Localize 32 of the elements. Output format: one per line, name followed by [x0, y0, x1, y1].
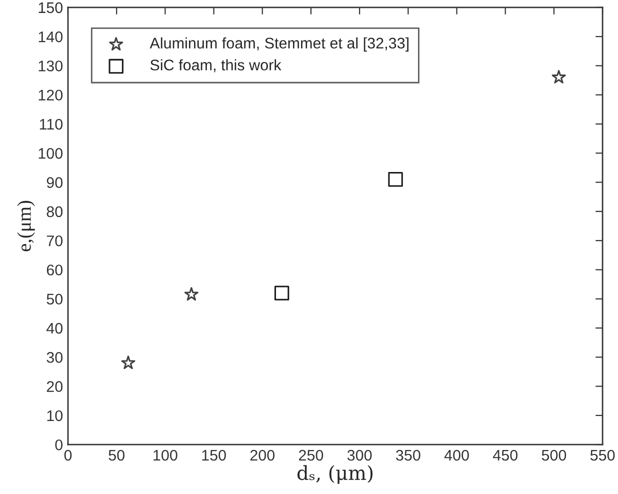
legend-label: SiC foam, this work — [150, 59, 282, 72]
y-tick-label: 140 — [38, 31, 63, 42]
y-tick-label: 10 — [47, 410, 63, 422]
x-tick-label: 450 — [492, 450, 518, 461]
x-tick-label: 500 — [542, 450, 566, 461]
y-tick-label: 50 — [46, 294, 63, 305]
x-tick-label: 50 — [108, 450, 124, 461]
y-tick-label: 90 — [46, 177, 63, 188]
y-tick-label: 0 — [55, 439, 63, 450]
y-axis-title: e,(μm) — [17, 200, 35, 252]
x-tick-label: 350 — [396, 450, 420, 461]
y-tick-label: 130 — [38, 60, 63, 72]
x-tick-label: 250 — [298, 450, 324, 461]
y-tick-label: 110 — [40, 118, 63, 130]
y-tick-label: 40 — [46, 322, 63, 334]
y-tick-label: 30 — [46, 352, 63, 363]
x-tick-label: 300 — [347, 450, 372, 461]
legend-label: Aluminum foam, Stemmet et al [32,33] — [150, 37, 408, 52]
x-tick-label: 200 — [250, 450, 275, 461]
x-tick-label: 150 — [202, 450, 226, 461]
x-tick-label: 0 — [64, 450, 72, 461]
x-tick-label: 550 — [590, 450, 615, 461]
y-tick-label: 100 — [38, 148, 63, 159]
y-tick-label: 60 — [46, 264, 63, 276]
y-tick-label: 80 — [46, 206, 63, 218]
x-axis-title: dₛ, (μm) — [297, 465, 373, 484]
y-tick-label: 20 — [46, 381, 63, 392]
x-tick-label: 100 — [154, 450, 178, 461]
x-tick-label: 400 — [444, 450, 469, 461]
y-tick-label: 70 — [46, 235, 63, 246]
y-tick-label: 120 — [38, 90, 63, 101]
y-tick-label: 150 — [38, 2, 63, 14]
